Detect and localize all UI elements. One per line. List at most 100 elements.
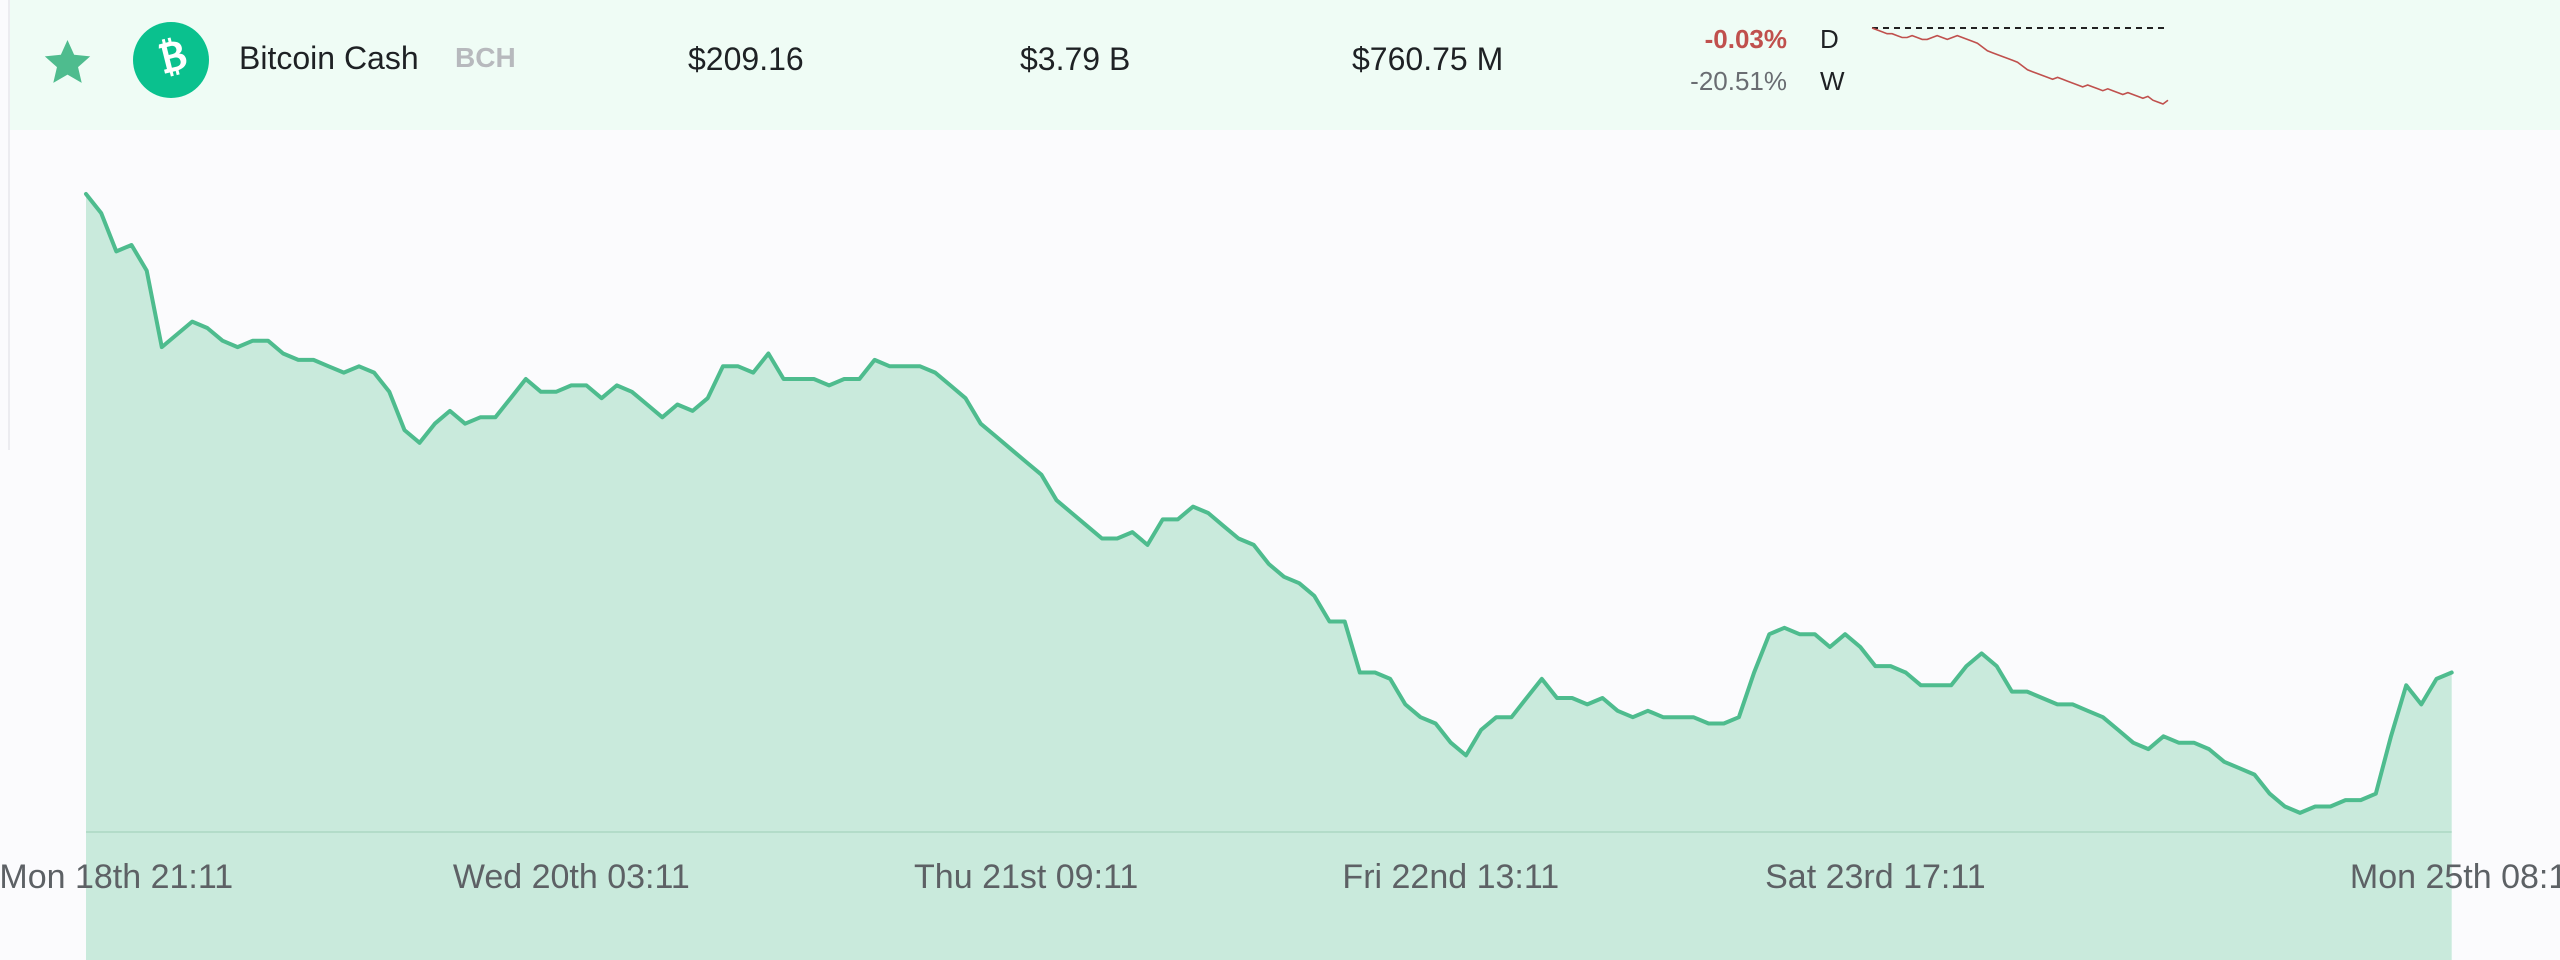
data-point[interactable] [1249,540,1259,550]
data-point[interactable] [2098,712,2108,722]
data-point[interactable] [1992,661,2002,671]
data-point[interactable] [1461,750,1471,760]
data-point[interactable] [551,387,561,397]
data-point[interactable] [2250,770,2260,780]
data-point[interactable] [521,374,531,384]
data-point[interactable] [96,208,106,218]
data-point[interactable] [1916,680,1926,690]
data-point[interactable] [354,361,364,371]
data-point[interactable] [475,412,485,422]
data-point[interactable] [1749,668,1759,678]
data-point[interactable] [1491,712,1501,722]
data-point[interactable] [384,387,394,397]
data-point[interactable] [1582,699,1592,709]
data-point[interactable] [2204,744,2214,754]
data-point[interactable] [2068,699,2078,709]
data-point[interactable] [2128,738,2138,748]
data-point[interactable] [1779,623,1789,633]
data-point[interactable] [1234,534,1244,544]
data-point[interactable] [1901,668,1911,678]
data-point[interactable] [1431,719,1441,729]
data-point[interactable] [1021,457,1031,467]
data-point[interactable] [1370,668,1380,678]
data-point[interactable] [202,323,212,333]
data-point[interactable] [581,380,591,390]
data-point[interactable] [1082,521,1092,531]
data-point[interactable] [1476,725,1486,735]
data-point[interactable] [1961,661,1971,671]
data-point[interactable] [1855,642,1865,652]
data-point[interactable] [248,336,258,346]
data-point[interactable] [1719,719,1729,729]
data-point[interactable] [2189,738,2199,748]
coin-row[interactable]: Bitcoin Cash BCH $209.16 $3.79 B $760.75… [10,0,2560,130]
data-point[interactable] [2265,789,2275,799]
data-point[interactable] [536,387,546,397]
data-point[interactable] [1203,508,1213,518]
data-point[interactable] [2219,757,2229,767]
data-point[interactable] [127,240,137,250]
data-point[interactable] [1052,495,1062,505]
data-point[interactable] [809,374,819,384]
data-point[interactable] [1218,521,1228,531]
data-point[interactable] [490,412,500,422]
data-point[interactable] [930,368,940,378]
data-point[interactable] [1385,674,1395,684]
data-point[interactable] [976,419,986,429]
star-icon[interactable] [40,35,95,90]
data-point[interactable] [839,374,849,384]
data-point[interactable] [2325,802,2335,812]
data-point[interactable] [2143,744,2153,754]
data-point[interactable] [900,361,910,371]
data-point[interactable] [1325,617,1335,627]
data-point[interactable] [1188,502,1198,512]
data-point[interactable] [642,400,652,410]
data-point[interactable] [1340,617,1350,627]
data-point[interactable] [142,266,152,276]
data-point[interactable] [1537,674,1547,684]
data-point[interactable] [1643,706,1653,716]
data-point[interactable] [824,380,834,390]
data-point[interactable] [1127,527,1137,537]
data-point[interactable] [172,329,182,339]
data-point[interactable] [1840,629,1850,639]
data-point[interactable] [1931,680,1941,690]
data-point[interactable] [1158,514,1168,524]
data-point[interactable] [763,349,773,359]
data-point[interactable] [1309,591,1319,601]
data-point[interactable] [703,393,713,403]
data-point[interactable] [2447,668,2457,678]
data-point[interactable] [1870,661,1880,671]
data-point[interactable] [263,336,273,346]
data-point[interactable] [2386,731,2396,741]
data-point[interactable] [309,355,319,365]
data-point[interactable] [1173,514,1183,524]
data-point[interactable] [430,419,440,429]
data-point[interactable] [991,431,1001,441]
data-point[interactable] [445,406,455,416]
data-point[interactable] [111,246,121,256]
data-point[interactable] [2174,738,2184,748]
data-point[interactable] [506,393,516,403]
data-point[interactable] [961,393,971,403]
data-point[interactable] [324,361,334,371]
data-point[interactable] [2159,731,2169,741]
data-point[interactable] [2356,795,2366,805]
data-point[interactable] [748,368,758,378]
data-point[interactable] [2113,725,2123,735]
data-point[interactable] [870,355,880,365]
data-point[interactable] [369,368,379,378]
data-point[interactable] [2341,795,2351,805]
data-point[interactable] [885,361,895,371]
data-point[interactable] [233,342,243,352]
data-point[interactable] [1294,578,1304,588]
data-point[interactable] [187,317,197,327]
data-point[interactable] [597,393,607,403]
data-point[interactable] [2234,763,2244,773]
data-point[interactable] [2295,808,2305,818]
data-point[interactable] [1764,629,1774,639]
data-point[interactable] [1946,680,1956,690]
data-point[interactable] [415,438,425,448]
data-point[interactable] [1416,712,1426,722]
data-point[interactable] [157,342,167,352]
